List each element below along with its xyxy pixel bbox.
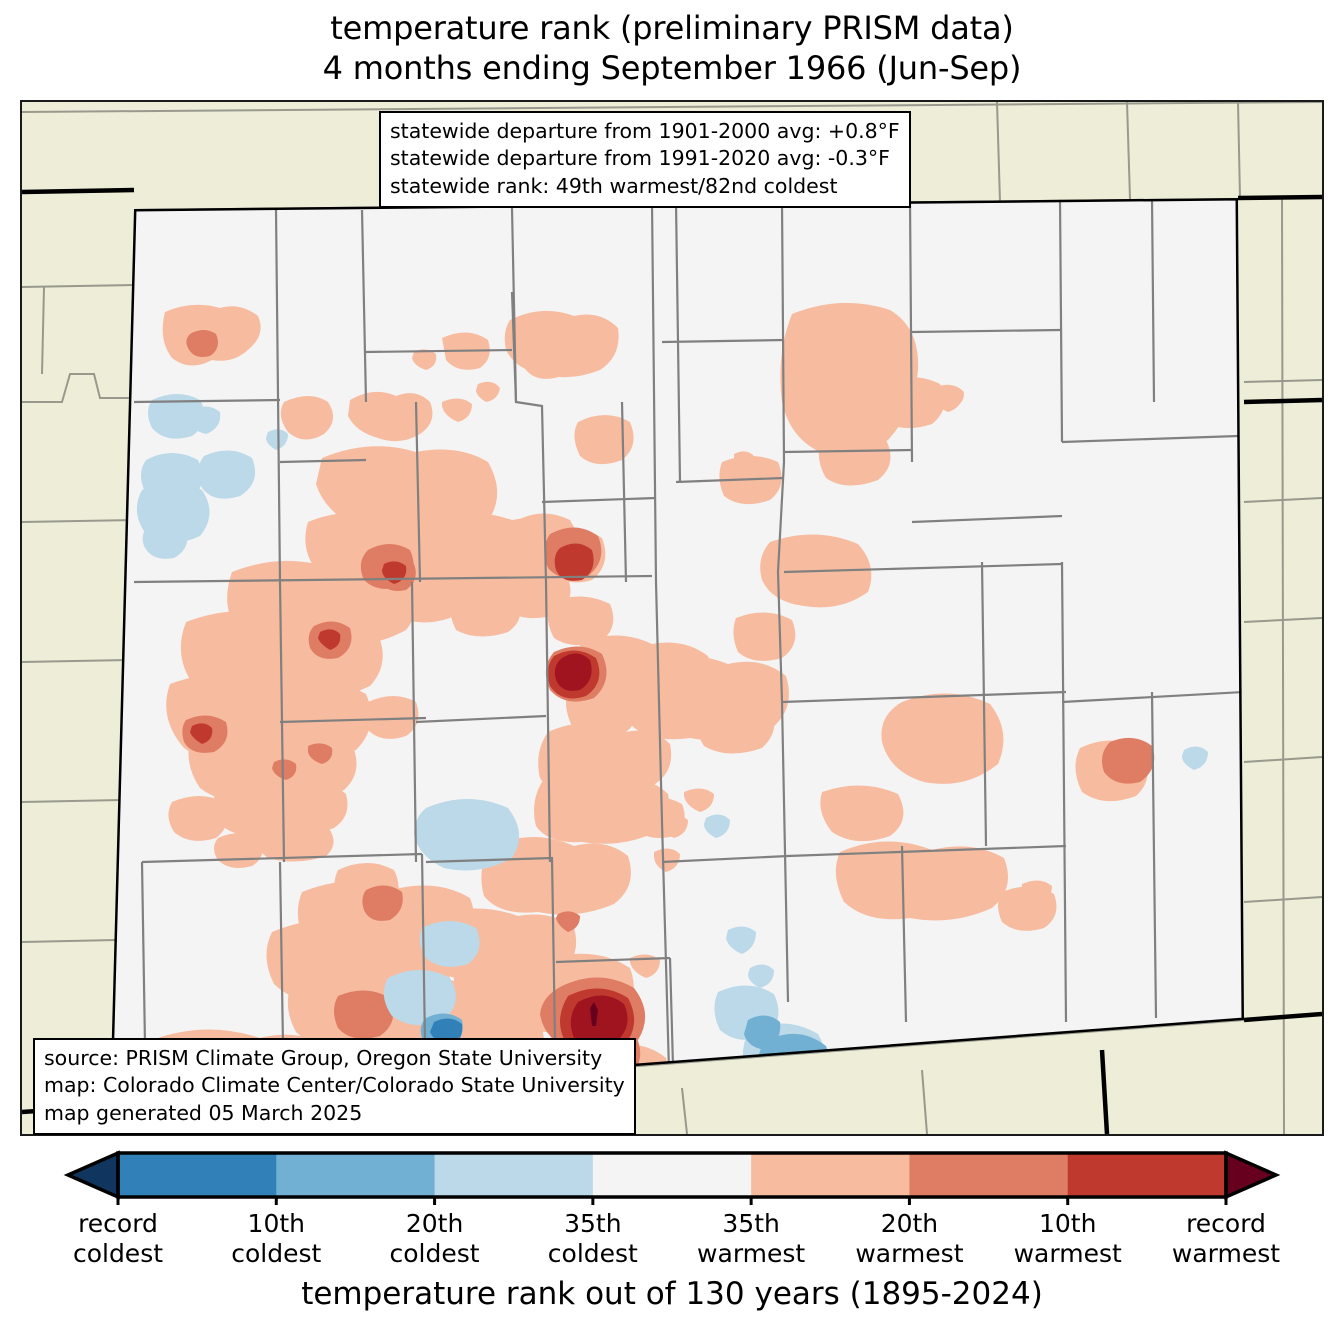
colorbar-band-3 (592, 1153, 752, 1197)
colorbar-label-top-3: 35th (564, 1209, 622, 1238)
colorbar-under-arrow (68, 1153, 118, 1197)
colorbar-label-bottom-1: coldest (231, 1238, 322, 1268)
map-generated-date: map generated 05 March 2025 (44, 1100, 363, 1125)
colorbar-label-top-4: 35th (722, 1209, 780, 1238)
source-line: source: PRISM Climate Group, Oregon Stat… (44, 1046, 603, 1070)
colorbar-band-6 (1067, 1153, 1227, 1197)
colorbar (0, 1145, 1344, 1205)
rank-band-35th-coldest (136, 394, 1208, 1104)
colorbar-label-0: record coldest (28, 1209, 208, 1268)
colorbar-label-top-1: 10th (247, 1209, 306, 1238)
colorbar-over-arrow (1226, 1153, 1276, 1197)
colorbar-band-4 (751, 1153, 911, 1197)
colorbar-band-1 (276, 1153, 436, 1197)
colorbar-label-bottom-5: warmest (855, 1238, 964, 1268)
map-credit-line: map: Colorado Climate Center/Colorado St… (44, 1073, 625, 1098)
colorbar-caption: temperature rank out of 130 years (1895-… (301, 1276, 1043, 1312)
colorbar-band-2 (434, 1153, 594, 1197)
colorbar-label-top-2: 20th (405, 1209, 464, 1238)
colorbar-label-bottom-7: warmest (1171, 1238, 1281, 1268)
colorbar-tick-labels: record coldest 10th coldest 20th coldest 35th c… (0, 1209, 1344, 1271)
colorbar-label-bottom-2: coldest (389, 1238, 480, 1268)
page-title: temperature rank (preliminary PRISM data… (0, 8, 1344, 88)
statewide-stats-box: statewide departure from 1901-2000 avg: … (379, 111, 911, 208)
source-attribution-box: source: PRISM Climate Group, Oregon Stat… (33, 1038, 636, 1135)
title-line-2: 4 months ending September 1966 (Jun-Sep) (322, 49, 1022, 87)
stat-departure-1991-2020: statewide departure from 1991-2020 avg: … (390, 146, 890, 171)
colorbar-label-top-7: record (1186, 1209, 1266, 1238)
colorbar-band-0 (118, 1153, 277, 1197)
colorbar-label-top-6: 10th (1038, 1209, 1097, 1238)
colorbar-label-top-5: 20th (880, 1209, 939, 1238)
colorbar-label-1: 10th coldest (186, 1209, 366, 1268)
title-line-1: temperature rank (preliminary PRISM data… (330, 9, 1014, 47)
colorbar-label-4: 35th warmest (661, 1209, 841, 1268)
stat-statewide-rank: statewide rank: 49th warmest/82nd coldes… (390, 173, 838, 198)
rank-band-35th-warmest (147, 302, 1148, 1106)
stat-departure-1901-2000: statewide departure from 1901-2000 avg: … (390, 119, 900, 143)
colorbar-bands (118, 1153, 1227, 1197)
colorbar-label-7: record warmest (1136, 1209, 1316, 1268)
colorbar-label-bottom-3: coldest (547, 1238, 638, 1268)
colorado-temperature-rank-map (22, 102, 1322, 1134)
colorbar-label-2: 20th coldest (345, 1209, 525, 1268)
colorbar-outline (116, 1151, 1228, 1199)
colorbar-svg (63, 1150, 1281, 1205)
colorbar-label-bottom-6: warmest (1013, 1238, 1122, 1268)
colorbar-label-3: 35th coldest (503, 1209, 683, 1268)
colorbar-band-5 (909, 1153, 1069, 1197)
colorbar-label-6: 10th warmest (978, 1209, 1158, 1268)
record-warmest-point (590, 1002, 598, 1026)
map-canvas (20, 100, 1324, 1136)
colorbar-label-5: 20th warmest (819, 1209, 999, 1268)
colorbar-label-bottom-4: warmest (697, 1238, 806, 1268)
colorbar-ticks (116, 1197, 1228, 1205)
colorbar-label-bottom-0: coldest (72, 1238, 164, 1268)
rank-band-record-warmest (554, 653, 628, 1047)
colorbar-label-top-0: record (78, 1209, 158, 1238)
colorado-interior (110, 198, 1244, 1106)
